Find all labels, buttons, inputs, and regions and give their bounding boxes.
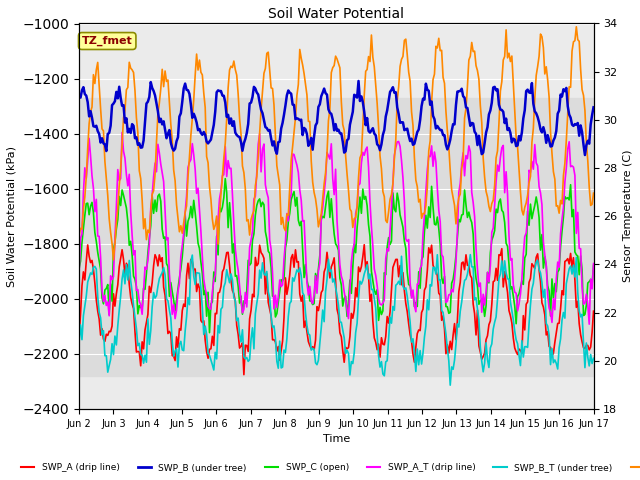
Text: TZ_fmet: TZ_fmet xyxy=(82,36,132,46)
Y-axis label: Sensor Temperature (C): Sensor Temperature (C) xyxy=(623,150,633,283)
Title: Soil Water Potential: Soil Water Potential xyxy=(268,7,404,21)
X-axis label: Time: Time xyxy=(323,434,350,444)
Bar xyxy=(79,98,593,376)
Y-axis label: Soil Water Potential (kPa): Soil Water Potential (kPa) xyxy=(7,146,17,287)
Legend: SWP_A (drip line), SWP_B (under tree), SWP_C (open), SWP_A_T (drip line), SWP_B_: SWP_A (drip line), SWP_B (under tree), S… xyxy=(17,459,640,476)
